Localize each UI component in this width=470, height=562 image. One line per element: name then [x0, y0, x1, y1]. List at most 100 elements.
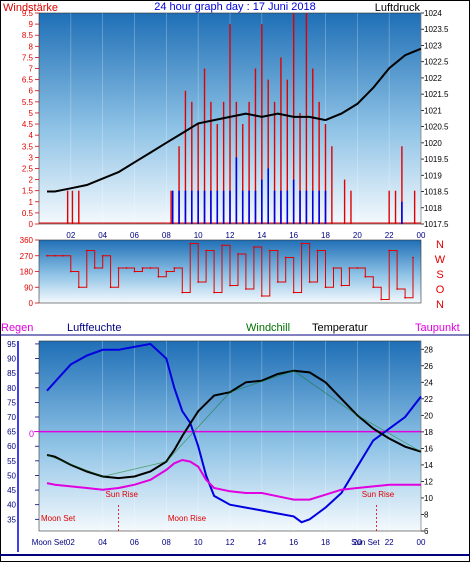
direction-point [205, 249, 208, 252]
direction-point [348, 267, 351, 269]
direction-point [93, 267, 96, 269]
climate-xtick-label: Moon Set02 [32, 538, 76, 547]
temperature-ytick-label: 24 [424, 378, 433, 387]
wind-ytick-label: 6 [29, 87, 34, 96]
direction-point [165, 270, 168, 273]
pressure-ytick-label: 1020.5 [424, 123, 449, 132]
direction-point [324, 286, 327, 289]
direction-point [308, 281, 311, 283]
direction-point [125, 267, 128, 269]
temperature-ytick-label: 6 [424, 527, 429, 536]
direction-point [316, 249, 319, 252]
direction-point [229, 284, 231, 287]
direction-point [276, 281, 279, 283]
humidity-ytick-label: 35 [7, 515, 16, 524]
temperature-ytick-label: 10 [424, 494, 433, 503]
windchill-line [46, 370, 422, 477]
direction-point [133, 270, 136, 273]
direction-point [300, 242, 303, 245]
direction-ytick-label: 270 [20, 252, 34, 261]
wind-xtick-label: 12 [226, 231, 235, 240]
humidity-label: Luftfeuchte [67, 322, 121, 334]
temperature-ytick-label: 14 [424, 461, 433, 470]
pressure-ytick-label: 1022.5 [424, 58, 449, 67]
marks-group [34, 13, 422, 524]
climate-xtick-label: 14 [257, 538, 266, 547]
temperature-ytick-label: 26 [424, 362, 433, 371]
direction-point [54, 254, 56, 257]
direction-point [412, 256, 414, 259]
direction-point [237, 253, 239, 255]
direction-compass-label: N [436, 299, 444, 311]
pressure-ytick-label: 1018 [424, 204, 442, 213]
wind-xtick-label: 14 [257, 231, 266, 240]
wind-ytick-label: 4.5 [22, 120, 34, 129]
wind-ytick-label: 3 [29, 153, 34, 162]
wind-ytick-label: 9 [29, 20, 34, 29]
direction-point [85, 249, 88, 252]
wind-ytick-label: 5.5 [22, 98, 34, 107]
pressure-ytick-label: 1023.5 [424, 25, 449, 34]
event-annotation: Sun Rise [106, 490, 139, 499]
wind-xtick-label: 22 [385, 231, 394, 240]
direction-point [364, 275, 367, 278]
pressure-ytick-label: 1019.5 [424, 155, 449, 164]
direction-ytick-label: 0 [29, 299, 34, 308]
pressure-label: Luftdruck [375, 2, 421, 14]
wind-ytick-label: 7.5 [22, 53, 34, 62]
direction-point [372, 286, 375, 289]
wind-ytick-label: 1 [29, 198, 34, 207]
direction-point [245, 288, 247, 290]
direction-ytick-label: 90 [24, 283, 33, 292]
direction-point [197, 281, 200, 283]
humidity-ytick-label: 85 [7, 369, 16, 378]
wind-xtick-label: 08 [162, 231, 171, 240]
direction-point [101, 254, 104, 257]
direction-compass-label: O [436, 284, 445, 296]
humidity-ytick-label: 55 [7, 457, 16, 466]
wind-xtick-label: 02 [66, 231, 75, 240]
temperature-line [46, 369, 422, 480]
climate-xtick-label: 06 [130, 538, 139, 547]
temperature-ytick-label: 16 [424, 444, 433, 453]
wind-ytick-label: 7 [29, 65, 34, 74]
climate-xtick-label: 04 [98, 538, 107, 547]
direction-ytick-label: 180 [20, 268, 34, 277]
direction-point [189, 242, 192, 245]
temperature-label: Temperatur [312, 322, 368, 334]
dewpoint-line [46, 458, 421, 501]
pressure-ytick-label: 1022 [424, 74, 442, 83]
direction-point [284, 256, 287, 259]
pressure-line [47, 47, 422, 193]
direction-point [388, 249, 391, 252]
humidity-ytick-label: 90 [7, 355, 16, 364]
humidity-ytick-label: 60 [7, 442, 16, 451]
chart-title: 24 hour graph day : 17 Juni 2018 [154, 1, 315, 13]
pressure-ytick-label: 1023 [424, 41, 442, 50]
humidity-ytick-label: 65 [7, 428, 16, 437]
wind-ytick-label: 3.5 [22, 142, 34, 151]
direction-point [340, 284, 343, 287]
direction-point [356, 267, 359, 269]
humidity-ytick-label: 70 [7, 413, 16, 422]
direction-point [260, 295, 263, 297]
climate-xtick-label: 08 [162, 538, 171, 547]
pressure-ytick-label: 1017.5 [424, 220, 449, 229]
climate-xtick-label: 00 [417, 538, 426, 547]
rain-label: Regen [1, 322, 33, 334]
direction-point [332, 267, 335, 269]
climate-xtick-label: 20 [353, 538, 362, 547]
direction-point [173, 267, 176, 269]
wind-ytick-label: 1.5 [22, 187, 34, 196]
wind-ytick-label: 4 [29, 131, 34, 140]
direction-line [47, 243, 414, 300]
dewpoint-label: Taupunkt [415, 322, 460, 334]
humidity-ytick-label: 50 [7, 471, 16, 480]
direction-point [109, 286, 112, 289]
direction-point [396, 288, 399, 290]
direction-point [380, 298, 383, 301]
temperature-ytick-label: 20 [424, 411, 433, 420]
humidity-ytick-label: 80 [7, 384, 16, 393]
